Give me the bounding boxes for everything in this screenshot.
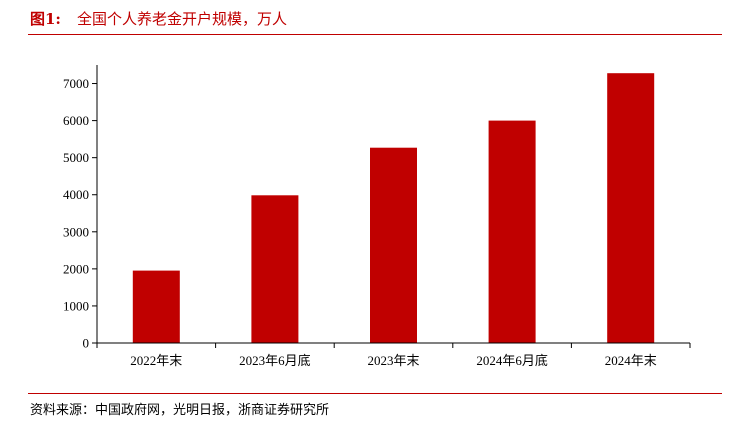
top-divider bbox=[28, 34, 722, 35]
y-tick-label: 4000 bbox=[63, 187, 89, 202]
bar bbox=[370, 147, 417, 343]
y-tick-label: 2000 bbox=[63, 261, 89, 276]
bar bbox=[607, 73, 655, 343]
bar bbox=[488, 120, 536, 343]
x-tick-label: 2023年末 bbox=[367, 353, 419, 368]
y-tick-label: 6000 bbox=[63, 113, 89, 128]
bottom-divider bbox=[28, 393, 722, 394]
source-note: 资料来源：中国政府网，光明日报，浙商证券研究所 bbox=[30, 403, 330, 418]
y-tick-label: 1000 bbox=[63, 298, 89, 313]
bar bbox=[132, 270, 180, 343]
figure-title-row: 图1: 全国个人养老金开户规模，万人 bbox=[30, 8, 287, 29]
y-tick-label: 7000 bbox=[63, 76, 89, 91]
x-tick-label: 2024年末 bbox=[605, 353, 657, 368]
figure-label: 图1: bbox=[30, 10, 61, 28]
figure-title: 全国个人养老金开户规模，万人 bbox=[76, 10, 287, 28]
y-tick-label: 3000 bbox=[63, 224, 89, 239]
x-tick-label: 2023年6月底 bbox=[239, 353, 311, 368]
bar bbox=[251, 195, 299, 343]
y-tick-label: 0 bbox=[83, 336, 90, 351]
y-tick-label: 5000 bbox=[63, 150, 89, 165]
x-tick-label: 2024年6月底 bbox=[476, 353, 548, 368]
x-tick-label: 2022年末 bbox=[130, 353, 182, 368]
